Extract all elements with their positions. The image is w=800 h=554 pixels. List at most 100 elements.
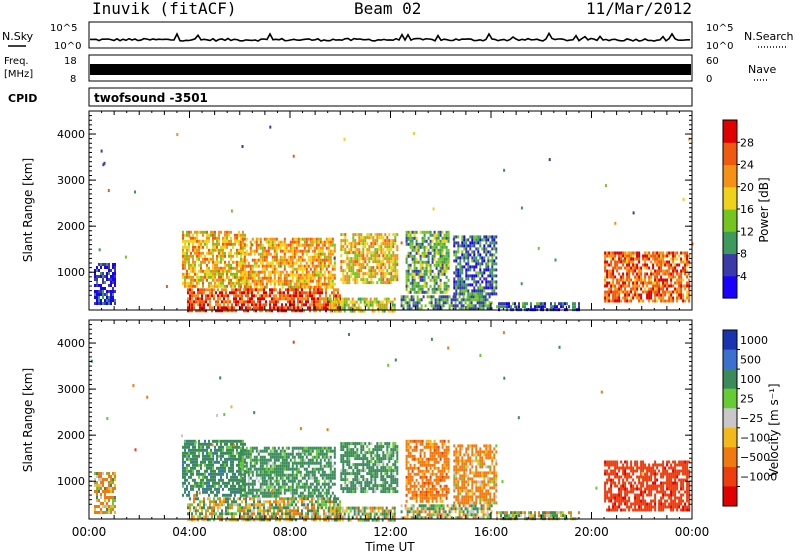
power-cell-region-3 — [383, 306, 386, 310]
power-cell-region-2 — [243, 291, 245, 295]
power-cell-region-9 — [640, 281, 643, 285]
power-cell-region-9 — [688, 287, 691, 291]
velocity-cell-region-0 — [232, 481, 234, 485]
power-cell-region-2 — [197, 288, 199, 292]
power-cell-region-0 — [226, 275, 228, 279]
velocity-cell-region-0 — [186, 451, 188, 455]
power-cell-region-8 — [534, 305, 536, 309]
velocity-cell-region-0 — [188, 463, 190, 467]
velocity-cell-region-2 — [243, 497, 245, 501]
power-cell-region-9 — [652, 251, 655, 255]
velocity-cell-region-2 — [247, 503, 249, 507]
power-cell-region-0 — [188, 239, 190, 243]
power-cell-region-5 — [419, 254, 422, 258]
velocity-cell-region-1 — [305, 455, 308, 459]
power-cell-region-1 — [285, 273, 288, 277]
power-cell-region-1 — [305, 240, 308, 244]
velocity-cell-region-1 — [279, 473, 282, 477]
power-cell-region-1 — [283, 252, 286, 256]
power-cell-region-5 — [407, 242, 410, 246]
power-cell-region-9 — [608, 272, 611, 276]
power-cell-region-9 — [684, 263, 687, 267]
power-cell-region-9 — [642, 299, 645, 303]
power-cell-region-1 — [329, 282, 332, 286]
velocity-cell-region-1 — [293, 479, 296, 483]
power-cell-region-1 — [249, 240, 252, 244]
velocity-cell-region-2 — [233, 518, 235, 522]
power-cell-region-9 — [658, 281, 661, 285]
velocity-cell-region-0 — [208, 460, 210, 464]
velocity-cell-region-1 — [263, 488, 266, 492]
power-cell-region-5 — [437, 284, 440, 288]
velocity-cell-region-1 — [299, 461, 302, 465]
power-cell-region-0 — [218, 281, 220, 285]
velocity-cell-region-0 — [210, 472, 212, 476]
power-cell-region-8 — [524, 302, 526, 306]
power-cell-region-2 — [233, 288, 235, 292]
power-cell-region-9 — [612, 251, 615, 255]
velocity-cell-region-1 — [271, 494, 274, 498]
velocity-cell-region-0 — [230, 484, 232, 488]
power-cell-region-9 — [652, 284, 655, 288]
power-cell-region-4 — [384, 254, 387, 258]
power-cell-region-1 — [287, 282, 290, 286]
power-cell-region-1 — [255, 279, 258, 283]
power-cell-region-4 — [350, 266, 353, 270]
power-cell-region-2 — [245, 309, 247, 313]
velocity-cell-region-0 — [192, 451, 194, 455]
velocity-cell-region-1 — [321, 452, 324, 456]
power-cell-region-9 — [608, 293, 611, 297]
power-cell-region-2 — [199, 306, 201, 310]
velocity-cell-region-1 — [321, 446, 324, 450]
power-cell-region-8 — [550, 305, 552, 309]
power-cell-region-2 — [323, 297, 325, 301]
power-cell-region-9 — [632, 263, 635, 267]
power-cell-region-5 — [411, 242, 414, 246]
velocity-cell-region-1 — [271, 482, 274, 486]
power-cell-region-9 — [664, 290, 667, 294]
power-cell-region-2 — [203, 288, 205, 292]
power-cell-region-7 — [487, 283, 490, 287]
power-cell-region-0 — [226, 242, 228, 246]
power-cell-region-1 — [249, 285, 252, 289]
velocity-cell-region-1 — [313, 488, 316, 492]
velocity-cell-region-1 — [255, 476, 258, 480]
velocity-cell-region-0 — [204, 448, 206, 452]
power-cell-region-9 — [648, 296, 651, 300]
power-cell-region-9 — [636, 278, 639, 282]
power-cell-region-9 — [634, 275, 637, 279]
power-cell-region-3 — [339, 300, 342, 304]
power-cell-region-9 — [644, 278, 647, 282]
power-cell-region-5 — [429, 233, 432, 237]
power-cell-region-0 — [206, 245, 208, 249]
power-cell-region-9 — [626, 254, 629, 258]
power-cell-region-9 — [668, 266, 671, 270]
velocity-cell-region-1 — [285, 473, 288, 477]
velocity-cell-region-0 — [192, 439, 194, 443]
power-cell-region-0 — [200, 230, 202, 234]
power-cell-region-1 — [309, 237, 312, 241]
power-cell-region-5 — [417, 284, 420, 288]
power-cell-region-0 — [240, 233, 242, 237]
power-cell-region-1 — [333, 249, 336, 253]
power-cell-region-1 — [325, 267, 328, 271]
power-cell-region-0 — [212, 272, 214, 276]
power-cell-region-7 — [489, 250, 492, 254]
power-cell-region-2 — [189, 288, 191, 292]
power-cell-region-7 — [493, 253, 496, 257]
power-cell-region-5 — [445, 281, 448, 285]
velocity-cell-region-0 — [188, 475, 190, 479]
power-colorbar-tick-label: 24 — [740, 159, 754, 172]
power-cell-region-2 — [305, 303, 307, 307]
power-cell-region-1 — [283, 255, 286, 259]
power-cell-region-1 — [325, 246, 328, 250]
power-cell-region-7 — [495, 256, 498, 260]
velocity-cell-region-1 — [267, 446, 270, 450]
power-cell-region-4 — [376, 263, 379, 267]
power-cell-region-2 — [321, 288, 323, 292]
velocity-cell-region-0 — [222, 454, 224, 458]
velocity-cell-region-0 — [232, 457, 234, 461]
power-colorbar-tick-label: 4 — [740, 270, 747, 283]
velocity-cell-region-0 — [188, 448, 190, 452]
power-cell-region-9 — [648, 266, 651, 270]
